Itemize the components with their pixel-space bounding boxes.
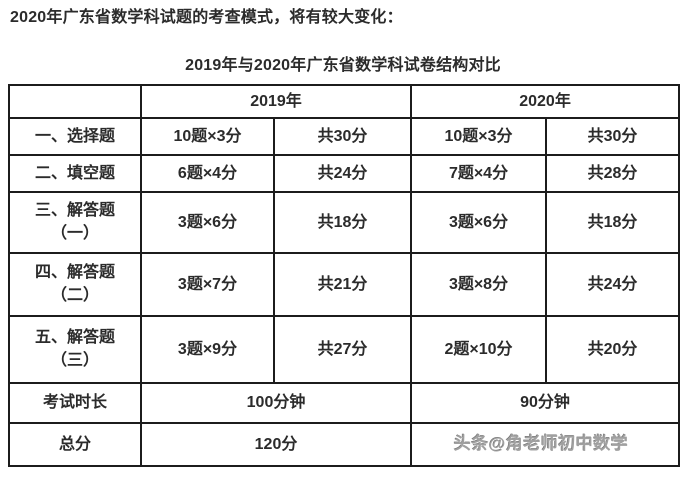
cell-2020-total: 共28分 — [545, 153, 681, 193]
row-label: 总分 — [8, 421, 142, 467]
row-label: 考试时长 — [8, 381, 142, 424]
table-row-answer-1: 三、解答题 （一） 3题×6分 共18分 3题×6分 共18分 — [8, 190, 681, 254]
table-row-answer-2: 四、解答题 （二） 3题×7分 共21分 3题×8分 共24分 — [8, 251, 681, 317]
article-image: 2020年广东省数学科试题的考查模式，将有较大变化： 2019年与2020年广东… — [0, 8, 686, 481]
row-label-text: 五、解答题 — [34, 329, 115, 347]
cell-2019-items: 10题×3分 — [140, 116, 275, 156]
cell-2020-items: 3题×6分 — [410, 190, 548, 254]
year-2019-header: 2019年 — [139, 83, 413, 119]
cell-2019-total: 共24分 — [272, 153, 413, 193]
row-label-text: 四、解答题 — [34, 264, 115, 282]
table-row-total: 总分 120分 头条@角老师初中数学 — [8, 421, 681, 467]
watermark: 头条@角老师初中数学 — [453, 433, 629, 453]
row-label-text: 二、填空题 — [34, 164, 115, 182]
cell-2020-total: 共24分 — [545, 251, 681, 317]
row-label-text: 一、选择题 — [34, 127, 115, 145]
cell-2020-total: 共20分 — [545, 314, 681, 384]
year-header-row: 2019年 2020年 — [8, 83, 681, 119]
row-label: 四、解答题 （二） — [8, 251, 142, 317]
table-row-choice: 一、选择题 10题×3分 共30分 10题×3分 共30分 — [8, 116, 681, 156]
cell-2020-total: 共30分 — [545, 116, 681, 156]
intro-text: 2020年广东省数学科试题的考查模式，将有较大变化： — [10, 9, 403, 26]
cell-2020-items: 2题×10分 — [410, 314, 548, 384]
row-label: 一、选择题 — [8, 116, 142, 156]
row-label-text-2: （三） — [50, 352, 99, 370]
row-label-text: 三、解答题 — [34, 202, 115, 220]
cell-2019-total: 共30分 — [272, 116, 413, 156]
cell-2020-total: 共18分 — [545, 190, 681, 254]
table-title: 2019年与2020年广东省数学科试卷结构对比 — [185, 57, 501, 75]
cell-2019-total: 共18分 — [272, 190, 413, 254]
cell-2019-items: 3题×6分 — [140, 190, 275, 254]
corner-cell — [8, 83, 142, 119]
cell-2019-total: 共27分 — [272, 314, 413, 384]
row-label: 五、解答题 （三） — [8, 314, 142, 384]
cell-2019-items: 6题×4分 — [140, 153, 275, 193]
row-label-text-2: （二） — [50, 287, 99, 305]
cell-2019-total-score: 120分 — [139, 421, 413, 467]
cell-2019-total: 共21分 — [272, 251, 413, 317]
table-row-duration: 考试时长 100分钟 90分钟 — [8, 381, 681, 424]
cell-2019-items: 3题×7分 — [140, 251, 275, 317]
table-row-fill-blank: 二、填空题 6题×4分 共24分 7题×4分 共28分 — [8, 153, 681, 193]
cell-2020-total-score: 头条@角老师初中数学 — [410, 421, 681, 467]
cell-2020-duration: 90分钟 — [410, 381, 681, 424]
cell-2020-items: 10题×3分 — [410, 116, 548, 156]
cell-2020-items: 3题×8分 — [410, 251, 548, 317]
table-row-answer-3: 五、解答题 （三） 3题×9分 共27分 2题×10分 共20分 — [8, 314, 681, 384]
row-label: 三、解答题 （一） — [8, 190, 142, 254]
cell-2020-items: 7题×4分 — [410, 153, 548, 193]
cell-2019-duration: 100分钟 — [139, 381, 413, 424]
year-2020-header: 2020年 — [410, 83, 681, 119]
row-label: 二、填空题 — [8, 153, 142, 193]
cell-2019-items: 3题×9分 — [140, 314, 275, 384]
exam-structure-table: 2019年 2020年 一、选择题 10题×3分 共30分 10题×3分 共30… — [8, 83, 681, 467]
row-label-text-2: （一） — [50, 225, 99, 243]
